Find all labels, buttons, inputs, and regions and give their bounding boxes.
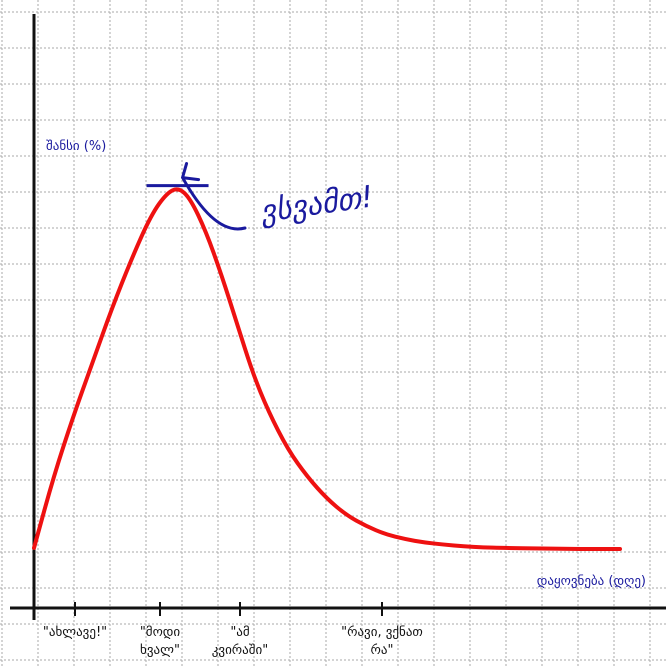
annotation-arrow-icon — [181, 162, 247, 231]
annotation-text: ვსვამთ! — [257, 179, 375, 230]
series-line — [32, 187, 622, 552]
x-tick-label: "ამ კვირაში" — [212, 625, 268, 658]
axes — [10, 14, 666, 620]
series — [32, 187, 622, 552]
x-tick-label: "რავი, ვქნათ რა" — [341, 625, 423, 658]
x-tick-label: "ახლავე!" — [43, 625, 107, 640]
x-ticks: "ახლავე!" "მოდი ხვალ" "ამ კვირაში" "რავი, ვქნ… — [43, 602, 423, 658]
annotation: ვსვამთ! — [146, 162, 375, 231]
y-axis-label: შანსი (%) — [46, 139, 106, 154]
x-tick-label: "მოდი ხვალ" — [140, 625, 181, 658]
x-axis-label: დაყოვნება (დღე) — [537, 574, 646, 589]
